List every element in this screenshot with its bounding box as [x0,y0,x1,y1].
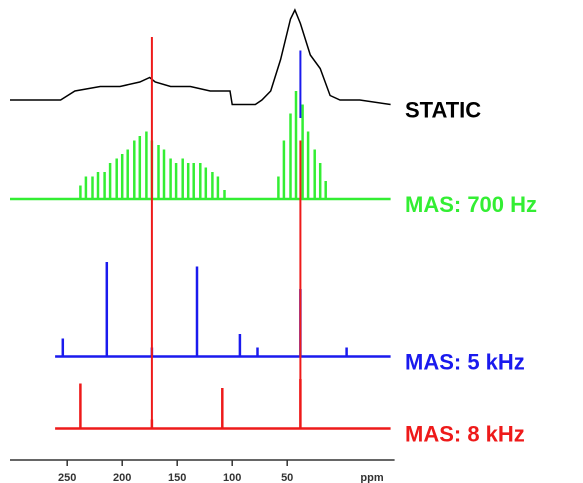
x-tick-label: 150 [168,472,186,483]
x-tick-label: 250 [58,472,76,483]
x-tick-label: 50 [281,472,293,483]
series-label: MAS: 700 Hz [405,192,537,217]
series-label: MAS: 8 kHz [405,421,525,446]
x-tick-label: 200 [113,472,131,483]
x-tick-label: 100 [223,472,241,483]
series-label: STATIC [405,97,481,122]
series-label: MAS: 5 kHz [405,349,525,374]
x-axis-label: ppm [360,472,383,483]
spectrum-line [10,8,391,106]
